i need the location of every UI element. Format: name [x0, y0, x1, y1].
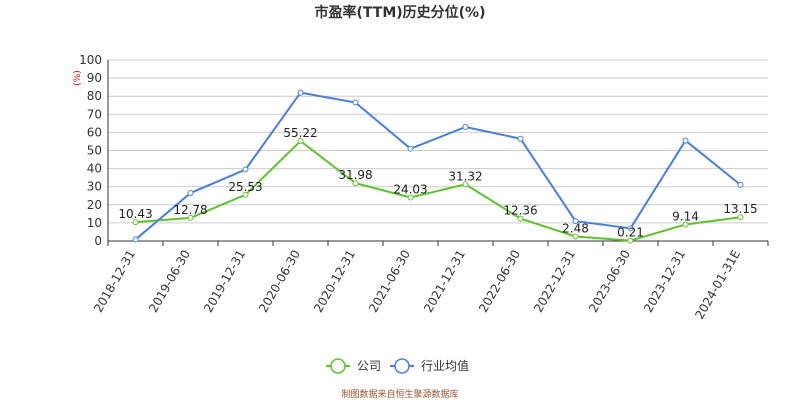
data-labels: 10.43 12.78 25.53 55.22 31.98 24.03 31.32 12.36…	[118, 126, 757, 240]
data-point	[737, 181, 744, 188]
y-tick-label: 100	[79, 53, 102, 67]
x-tick-label: 2023-06-30	[586, 248, 633, 315]
data-point	[187, 190, 194, 197]
data-label: 2.48	[562, 222, 589, 236]
data-point	[242, 166, 249, 173]
data-point	[407, 194, 414, 201]
y-tick-label: 10	[87, 216, 102, 230]
data-point	[242, 191, 249, 198]
series-layer	[132, 89, 744, 244]
data-point	[462, 181, 469, 188]
y-tick-label: 60	[87, 125, 102, 139]
data-point	[352, 99, 359, 106]
data-point	[132, 219, 139, 226]
x-tick-label: 2023-12-31	[641, 248, 688, 315]
data-point	[132, 236, 139, 243]
x-tick-label: 2018-12-31	[91, 248, 138, 315]
y-axis-ticks: 0 10 20 30 40 50 60 70 80 90 100	[79, 53, 109, 248]
legend-marker	[394, 358, 410, 374]
data-point	[682, 137, 689, 144]
data-label: 10.43	[118, 207, 152, 221]
y-tick-label: 20	[87, 198, 102, 212]
series-line	[134, 91, 742, 241]
data-label: 31.98	[338, 168, 372, 182]
x-tick-label: 2019-12-31	[201, 248, 248, 315]
y-tick-label: 0	[94, 234, 102, 248]
data-point	[407, 145, 414, 152]
data-point	[627, 225, 634, 232]
data-point	[737, 214, 744, 221]
x-tick-label: 2021-12-31	[421, 248, 468, 315]
y-axis-unit: (%)	[73, 70, 83, 86]
x-axis: 2018-12-31 2019-06-30 2019-12-31 2020-06-30…	[91, 240, 769, 322]
x-tick-label: 2019-06-30	[146, 248, 193, 315]
data-label: 55.22	[283, 126, 317, 140]
data-point	[572, 218, 579, 225]
x-tick-label: 2021-06-30	[366, 248, 413, 315]
data-label: 25.53	[228, 180, 262, 194]
data-label: 0.21	[617, 226, 644, 240]
data-point	[187, 214, 194, 221]
x-tick-label: 2022-06-30	[476, 248, 523, 315]
data-point	[352, 180, 359, 187]
x-tick-label: 2022-12-31	[531, 248, 578, 315]
chart-title: 市盈率(TTM)历史分位(%)	[315, 4, 486, 21]
data-point	[682, 221, 689, 228]
data-point	[572, 233, 579, 240]
x-tick-label: 2020-06-30	[256, 248, 303, 315]
x-tick-label: 2020-12-31	[311, 248, 358, 315]
y-tick-label: 50	[87, 144, 102, 158]
legend-label: 行业均值	[421, 358, 469, 373]
data-point	[517, 135, 524, 142]
data-label: 9.14	[672, 209, 699, 223]
source-note: 制图数据来自恒生聚源数据库	[341, 388, 458, 400]
legend-label: 公司	[357, 359, 381, 373]
grid-lines	[108, 59, 768, 242]
data-point	[627, 237, 634, 244]
data-label: 31.32	[448, 169, 482, 183]
y-tick-label: 70	[87, 107, 102, 121]
x-tick-label: 2024-01-31E	[692, 248, 743, 322]
data-point	[297, 138, 304, 145]
y-tick-label: 80	[87, 89, 102, 103]
data-label: 12.36	[503, 204, 537, 218]
y-tick-label: 30	[87, 180, 102, 194]
data-label: 13.15	[723, 202, 757, 216]
data-label: 24.03	[393, 183, 427, 197]
data-point	[297, 89, 304, 96]
series-line	[135, 139, 741, 242]
data-label: 12.78	[173, 203, 207, 217]
data-point	[462, 123, 469, 130]
y-tick-label: 40	[87, 162, 102, 176]
legend: 公司 行业均值	[326, 358, 469, 374]
legend-marker	[330, 358, 346, 374]
y-tick-label: 90	[87, 71, 102, 85]
data-point	[517, 215, 524, 222]
